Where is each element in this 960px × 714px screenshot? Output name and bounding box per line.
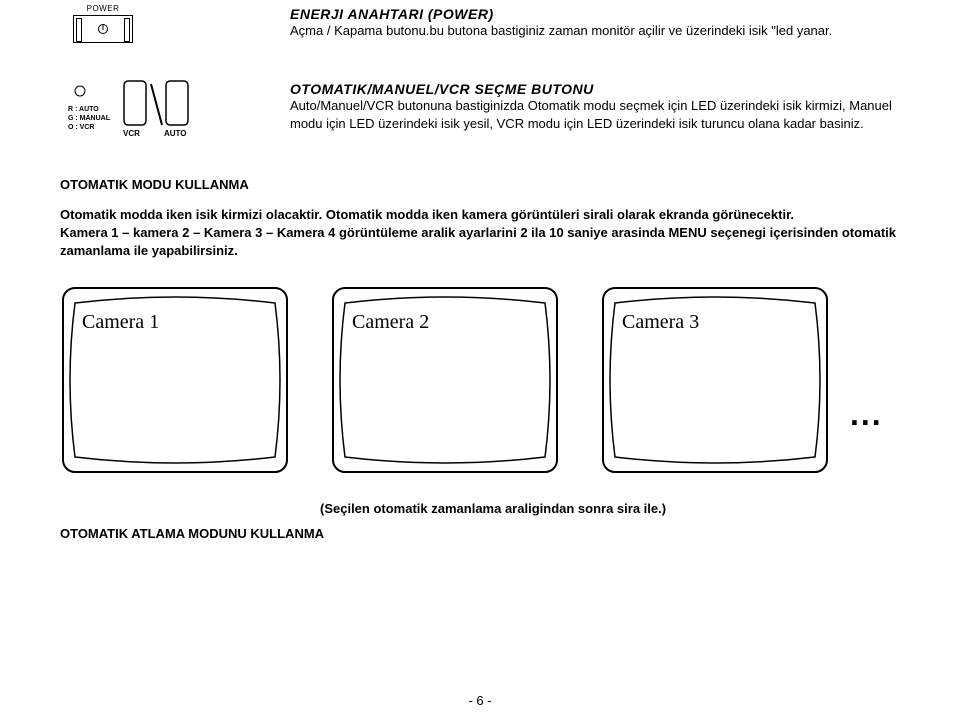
power-text-block: ENERJI ANAHTARI (POWER) Açma / Kapama bu… bbox=[290, 4, 892, 43]
auto-mode-heading: OTOMATIK MODU KULLANMA bbox=[60, 177, 900, 192]
vcr-button-diagram: R : AUTO G : MANUAL O : VCR VCR AUTO bbox=[68, 79, 208, 149]
caption-sequence-note: (Seçilen otomatik zamanlama araligindan … bbox=[320, 501, 900, 516]
vcr-text-block: OTOMATIK/MANUEL/VCR SEÇME BUTONU Auto/Ma… bbox=[290, 79, 960, 149]
monitor-3: Camera 3 bbox=[600, 285, 830, 475]
auto-mode-section: OTOMATIK MODU KULLANMA Otomatik modda ik… bbox=[0, 149, 960, 261]
power-diagram-label: POWER bbox=[68, 4, 138, 13]
monitor-1-label: Camera 1 bbox=[82, 311, 159, 334]
vcr-section: R : AUTO G : MANUAL O : VCR VCR AUTO OTO… bbox=[0, 43, 960, 149]
vcr-diagram-svg: R : AUTO G : MANUAL O : VCR VCR AUTO bbox=[68, 79, 208, 149]
power-icon bbox=[98, 24, 108, 34]
monitor-2-label: Camera 2 bbox=[352, 311, 429, 334]
auto-mode-line1: Otomatik modda iken isik kirmizi olacakt… bbox=[60, 206, 900, 224]
bottom-captions: (Seçilen otomatik zamanlama araligindan … bbox=[0, 475, 960, 541]
vcr-heading: OTOMATIK/MANUEL/VCR SEÇME BUTONU bbox=[290, 81, 960, 97]
monitor-3-label: Camera 3 bbox=[622, 311, 699, 334]
power-description: Açma / Kapama butonu.bu butona bastigini… bbox=[290, 22, 892, 40]
svg-text:R : AUTO: R : AUTO bbox=[68, 106, 99, 113]
caption-skip-mode: OTOMATIK ATLAMA MODUNU KULLANMA bbox=[60, 526, 900, 541]
continuation-dots: ... bbox=[850, 396, 883, 433]
power-button-diagram: POWER bbox=[68, 4, 138, 43]
svg-text:AUTO: AUTO bbox=[164, 129, 187, 138]
svg-text:VCR: VCR bbox=[123, 129, 140, 138]
power-button-box bbox=[73, 15, 133, 43]
page-number: - 6 - bbox=[468, 693, 491, 708]
power-heading: ENERJI ANAHTARI (POWER) bbox=[290, 6, 892, 22]
monitor-2: Camera 2 bbox=[330, 285, 560, 475]
monitor-1: Camera 1 bbox=[60, 285, 290, 475]
svg-text:O : VCR: O : VCR bbox=[68, 124, 94, 131]
vcr-description: Auto/Manuel/VCR butonuna bastiginizda Ot… bbox=[290, 97, 960, 132]
monitors-row: Camera 1 Camera 2 Camera 3 ... bbox=[0, 261, 960, 475]
svg-text:G : MANUAL: G : MANUAL bbox=[68, 115, 111, 122]
power-section: POWER ENERJI ANAHTARI (POWER) Açma / Kap… bbox=[0, 0, 960, 43]
auto-mode-line2: Kamera 1 – kamera 2 – Kamera 3 – Kamera … bbox=[60, 224, 900, 260]
